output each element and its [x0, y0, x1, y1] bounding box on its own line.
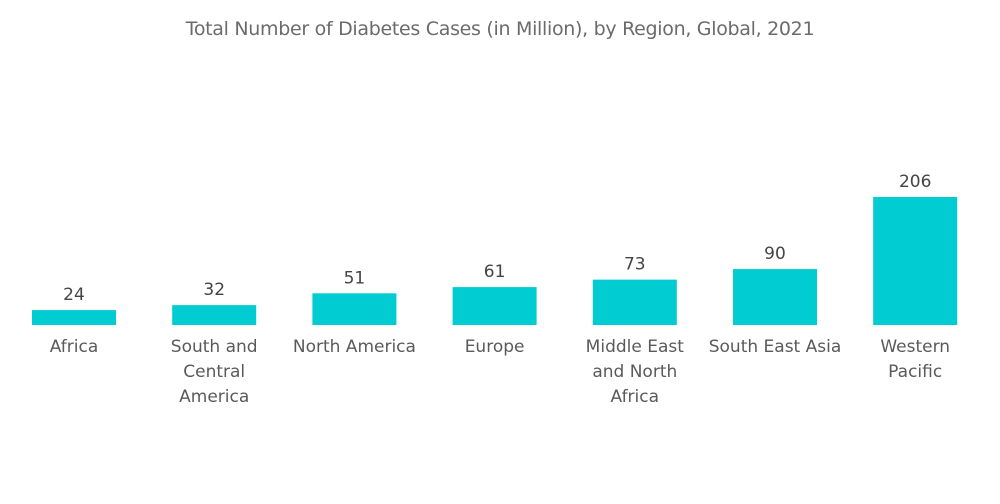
data-label: 206 [899, 172, 931, 192]
data-label: 90 [764, 244, 786, 264]
data-label: 24 [63, 285, 85, 305]
bar-1 [172, 305, 257, 325]
category-label: Europe [465, 337, 525, 357]
bar-3 [452, 287, 537, 325]
chart-title: Total Number of Diabetes Cases (in Milli… [185, 18, 815, 40]
category-label: South East Asia [709, 337, 842, 357]
data-label: 51 [344, 268, 366, 288]
category-label: North America [293, 337, 416, 357]
category-label: Middle East and North Africa [586, 337, 685, 407]
data-label: 61 [484, 262, 506, 282]
bar-2 [312, 293, 397, 325]
data-label: 32 [203, 280, 225, 300]
bar-0 [32, 310, 116, 325]
bar-6 [873, 197, 958, 325]
category-label: Africa [50, 337, 99, 357]
category-label: Western Pacific [880, 337, 950, 382]
bar-5 [733, 269, 817, 325]
data-label: 73 [624, 255, 646, 275]
bar-4 [592, 279, 677, 325]
category-label: South and Central America [171, 337, 258, 407]
